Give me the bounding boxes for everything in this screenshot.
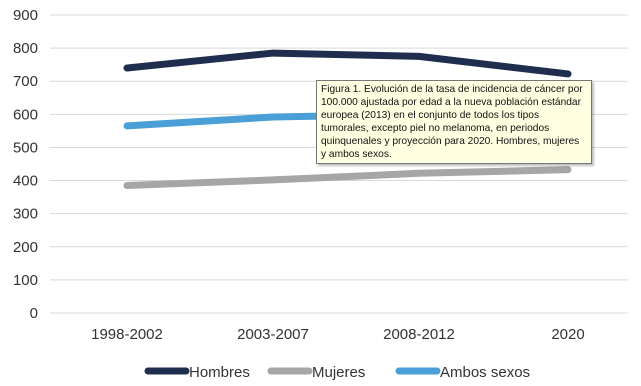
y-tick-label: 200 (13, 239, 38, 256)
grid-layer (50, 14, 628, 314)
y-tick-label: 100 (13, 272, 38, 289)
y-tick-label: 300 (13, 206, 38, 223)
legend-label: Mujeres (312, 364, 365, 381)
y-tick-label: 600 (13, 106, 38, 123)
series-line-mujeres (123, 166, 572, 190)
legend: Hombres Mujeres Ambos sexos (144, 364, 530, 381)
x-tick-label: 1998-2002 (91, 326, 163, 343)
y-tick-label: 0 (30, 305, 38, 322)
y-tick-label: 900 (13, 7, 38, 24)
y-axis-ticks: 0 100 200 300 400 500 600 700 800 900 (13, 7, 38, 322)
y-tick-label: 800 (13, 40, 38, 57)
x-axis-ticks: 1998-2002 2003-2007 2008-2012 2020 (91, 326, 585, 343)
y-tick-label: 400 (13, 173, 38, 190)
legend-label: Hombres (189, 364, 250, 381)
y-tick-label: 500 (13, 139, 38, 156)
x-tick-label: 2003-2007 (237, 326, 309, 343)
figure-tooltip: Figura 1. Evolución de la tasa de incide… (316, 80, 592, 164)
legend-label: Ambos sexos (440, 364, 530, 381)
x-tick-label: 2020 (551, 326, 584, 343)
series-line-hombres (123, 49, 572, 78)
x-tick-label: 2008-2012 (383, 326, 455, 343)
y-tick-label: 700 (13, 73, 38, 90)
